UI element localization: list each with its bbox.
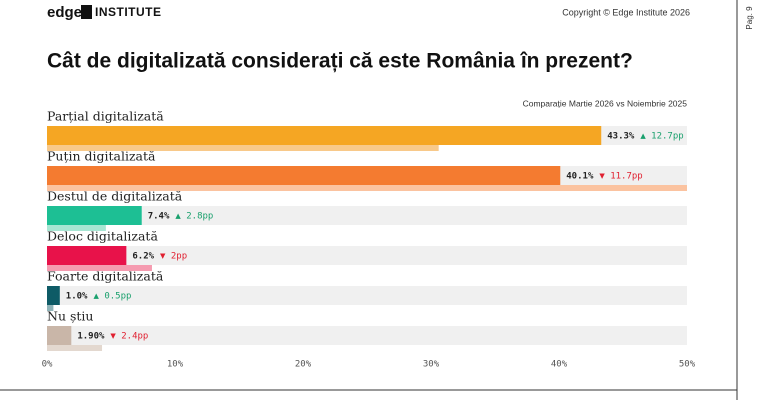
value-label: 1.90% (77, 332, 105, 342)
previous-bar (47, 345, 103, 351)
logo-institute: INSTITUTE (95, 5, 162, 19)
category-label: Parțial digitalizată (47, 109, 164, 124)
bar (47, 326, 72, 345)
category-label: Destul de digitalizată (47, 189, 183, 204)
bar (47, 206, 142, 225)
change-label: ▼ 2.4pp (110, 332, 148, 342)
page-number: Pag. 9 (745, 6, 754, 30)
change-label: ▲ 0.5pp (93, 292, 131, 302)
x-tick-label: 20% (295, 360, 312, 370)
category-label: Foarte digitalizată (47, 269, 164, 284)
category-label: Deloc digitalizată (47, 229, 158, 244)
previous-bar (47, 145, 439, 151)
x-tick-label: 0% (42, 360, 53, 370)
change-label: ▼ 2pp (160, 252, 187, 262)
chart-subtitle: Comparație Martie 2026 vs Noiembrie 2025 (523, 98, 688, 108)
chart-title: Cât de digitalizată considerați că este … (47, 50, 633, 73)
bar (47, 126, 602, 145)
bar (47, 166, 561, 185)
logo-edge: edge (47, 4, 82, 21)
previous-bar (47, 225, 106, 231)
change-label: ▲ 2.8pp (175, 212, 213, 222)
previous-bar (47, 265, 152, 271)
x-tick-label: 30% (423, 360, 440, 370)
plot-area (47, 126, 687, 351)
value-label: 1.0% (66, 292, 88, 302)
bar-track (47, 326, 687, 345)
x-tick-label: 10% (167, 360, 184, 370)
value-label: 40.1% (566, 172, 594, 182)
category-label: Nu știu (47, 309, 93, 324)
copyright: Copyright © Edge Institute 2026 (562, 7, 690, 17)
change-label: ▲ 12.7pp (640, 132, 683, 142)
bar-track (47, 206, 687, 225)
previous-bar (47, 305, 54, 311)
logo-square (81, 5, 92, 19)
bar-track (47, 246, 687, 265)
change-label: ▼ 11.7pp (599, 172, 642, 182)
bar (47, 246, 127, 265)
x-tick-label: 50% (679, 360, 696, 370)
bar (47, 286, 60, 305)
x-tick-label: 40% (551, 360, 568, 370)
previous-bar (47, 185, 687, 191)
value-label: 6.2% (132, 252, 154, 262)
value-label: 7.4% (148, 212, 170, 222)
value-label: 43.3% (607, 132, 635, 142)
bar-track (47, 286, 687, 305)
category-label: Puțin digitalizată (47, 149, 156, 164)
